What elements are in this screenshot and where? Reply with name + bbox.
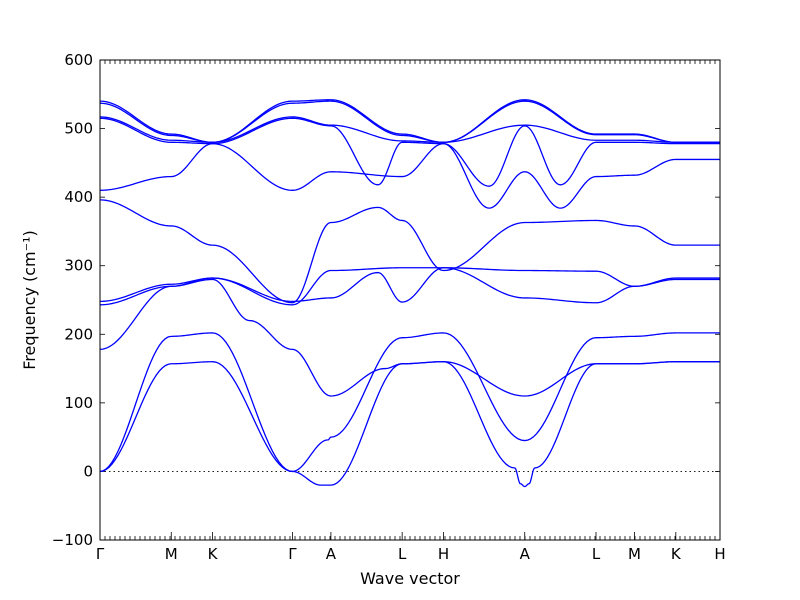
- y-tick-label: −100: [52, 531, 93, 549]
- y-tick-label: 0: [83, 462, 93, 480]
- tick-marks: [99, 59, 721, 541]
- x-tick-label: M: [628, 545, 641, 563]
- band-line-6: [100, 199, 720, 304]
- y-tick-label: 500: [64, 120, 93, 138]
- x-tick-label: H: [714, 545, 725, 563]
- x-tick-label: Γ: [288, 545, 297, 563]
- x-tick-label: K: [671, 545, 682, 563]
- y-tick-label: 200: [64, 325, 93, 343]
- band-line-3: [100, 278, 720, 397]
- y-axis-title: Frequency (cm⁻¹): [20, 230, 39, 369]
- x-tick-label: K: [208, 545, 219, 563]
- phonon-bands: [100, 99, 720, 488]
- band-line-7: [100, 143, 720, 209]
- x-tick-label: M: [165, 545, 178, 563]
- x-tick-label: A: [520, 545, 531, 563]
- x-tick-label: L: [592, 545, 601, 563]
- plot-frame: [99, 59, 721, 541]
- x-tick-label: A: [326, 545, 337, 563]
- y-tick-label: 300: [64, 257, 93, 275]
- band-line-2: [100, 332, 720, 473]
- band-line-8: [100, 117, 720, 187]
- x-tick-label: Γ: [96, 545, 105, 563]
- band-line-10: [100, 100, 720, 143]
- x-tick-label: L: [398, 545, 407, 563]
- y-tick-label: 400: [64, 188, 93, 206]
- band-line-1: [100, 361, 720, 488]
- y-tick-label: 100: [64, 394, 93, 412]
- y-tick-label: 600: [64, 51, 93, 69]
- band-line-5: [100, 267, 720, 304]
- x-tick-label: H: [438, 545, 449, 563]
- y-tick-labels: −100 0 100 200 300 400 500 600: [52, 51, 93, 549]
- band-line-11: [100, 99, 720, 143]
- x-axis-title: Wave vector: [360, 569, 460, 588]
